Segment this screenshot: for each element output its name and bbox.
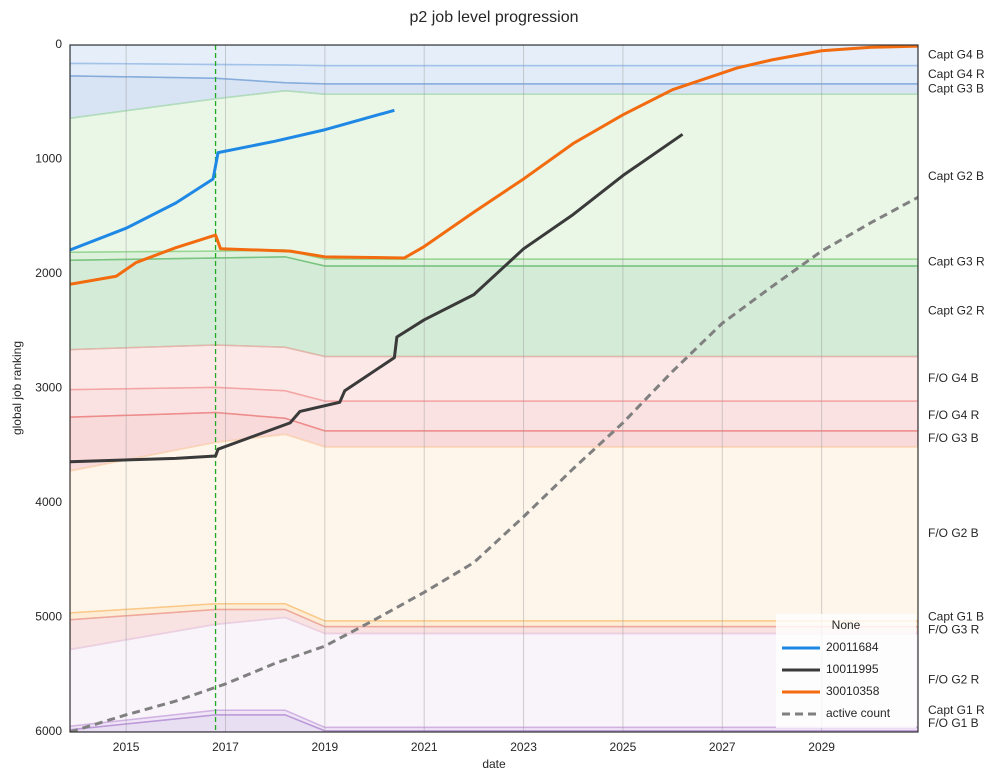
y-axis-label: global job ranking: [10, 341, 24, 435]
band-label: F/O G4 B: [928, 371, 979, 385]
series-line: [70, 108, 395, 252]
band-label: F/O G1 B: [928, 716, 979, 730]
legend-label: active count: [826, 706, 891, 720]
chart-title: p2 job level progression: [410, 9, 579, 26]
band-label: Capt G2 R: [928, 303, 985, 317]
x-tick-label: 2025: [610, 740, 637, 754]
plot: [70, 45, 918, 732]
series-line: [70, 133, 684, 464]
x-tick-label: 2027: [709, 740, 736, 754]
x-tick-label: 2017: [212, 740, 239, 754]
legend-label: 10011995: [826, 662, 879, 676]
x-tick-label: 2023: [510, 740, 537, 754]
band-label: F/O G2 R: [928, 673, 980, 687]
y-tick-label: 6000: [35, 724, 62, 738]
band-label: Capt G1 B: [928, 609, 984, 623]
legend-label: 30010358: [826, 684, 880, 698]
band-label: F/O G3 R: [928, 622, 980, 636]
band-label: Capt G4 B: [928, 47, 984, 61]
x-tick-label: 2029: [808, 740, 835, 754]
x-tick-label: 2015: [113, 740, 140, 754]
legend-title: None: [832, 618, 861, 632]
band-area: [70, 90, 918, 260]
band-label: Capt G1 R: [928, 703, 985, 717]
plot-frame: [69, 44, 919, 733]
band-label: Capt G3 R: [928, 255, 985, 269]
x-tick-label: 2021: [411, 740, 438, 754]
legend-label: 20011684: [826, 640, 879, 654]
band-label: Capt G3 B: [928, 81, 984, 95]
band-label: F/O G4 R: [928, 408, 980, 422]
y-tick-label: 4000: [35, 495, 62, 509]
series-line: [70, 195, 918, 732]
x-axis-label: date: [482, 757, 506, 771]
band-area: [70, 256, 918, 358]
legend: None 20011684 10011995 30010358 active count: [776, 614, 916, 728]
series-line: [70, 45, 918, 286]
y-tick-label: 3000: [35, 381, 62, 395]
band-label: Capt G4 R: [928, 67, 985, 81]
band-label: Capt G2 B: [928, 169, 984, 183]
y-tick-label: 0: [55, 37, 62, 51]
y-tick-label: 1000: [35, 152, 62, 166]
x-tick-label: 2019: [311, 740, 338, 754]
band-area: [70, 714, 918, 732]
band-label: F/O G2 B: [928, 526, 979, 540]
band-area: [70, 433, 918, 622]
y-tick-label: 2000: [35, 266, 62, 280]
band-label: F/O G3 B: [928, 431, 979, 445]
y-tick-label: 5000: [35, 610, 62, 624]
